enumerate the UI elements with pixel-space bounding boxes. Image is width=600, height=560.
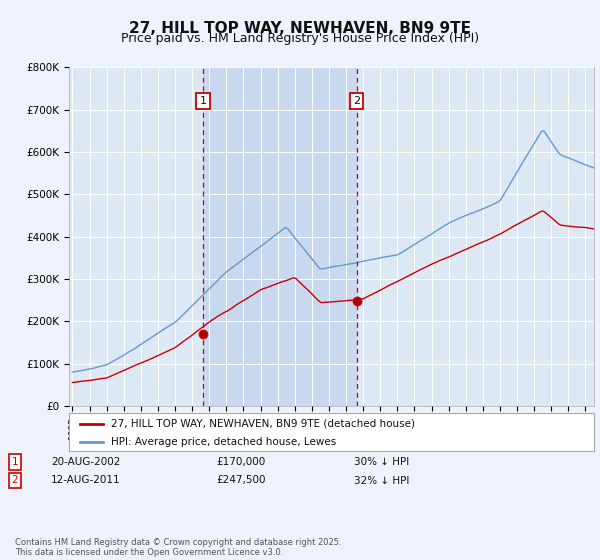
Text: Price paid vs. HM Land Registry's House Price Index (HPI): Price paid vs. HM Land Registry's House … — [121, 32, 479, 45]
Bar — [203, 67, 356, 406]
Text: 27, HILL TOP WAY, NEWHAVEN, BN9 9TE (detached house): 27, HILL TOP WAY, NEWHAVEN, BN9 9TE (det… — [111, 419, 415, 429]
Text: 27, HILL TOP WAY, NEWHAVEN, BN9 9TE: 27, HILL TOP WAY, NEWHAVEN, BN9 9TE — [129, 21, 471, 36]
Text: HPI: Average price, detached house, Lewes: HPI: Average price, detached house, Lewe… — [111, 437, 336, 447]
Text: 1: 1 — [11, 457, 19, 467]
Text: 20-AUG-2002: 20-AUG-2002 — [51, 457, 121, 467]
Text: Contains HM Land Registry data © Crown copyright and database right 2025.
This d: Contains HM Land Registry data © Crown c… — [15, 538, 341, 557]
Text: 32% ↓ HPI: 32% ↓ HPI — [354, 475, 409, 486]
Text: 1: 1 — [199, 96, 206, 106]
Text: £170,000: £170,000 — [216, 457, 265, 467]
Text: 2: 2 — [11, 475, 19, 486]
Text: 2: 2 — [353, 96, 360, 106]
Text: £247,500: £247,500 — [216, 475, 265, 486]
Text: 12-AUG-2011: 12-AUG-2011 — [51, 475, 121, 486]
Text: 30% ↓ HPI: 30% ↓ HPI — [354, 457, 409, 467]
